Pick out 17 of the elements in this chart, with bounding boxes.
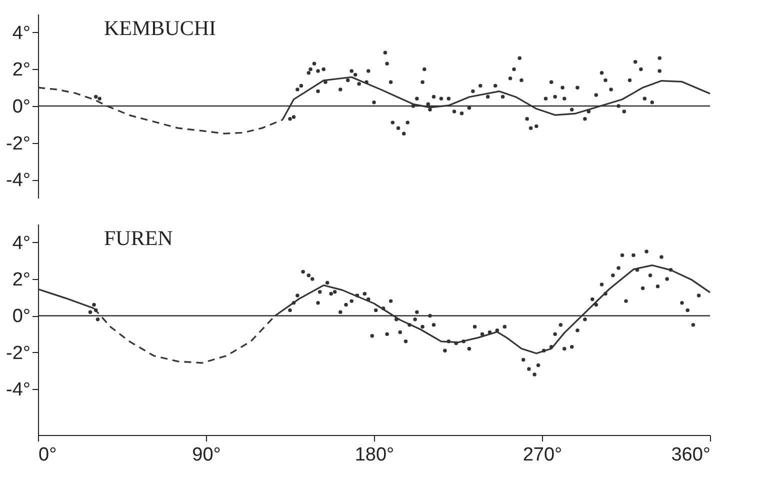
- x-tick-label: 270°: [522, 444, 562, 466]
- y-tick-label: -4°: [6, 170, 30, 192]
- y-tick-label: 0°: [12, 96, 30, 118]
- y-tick-label: 0°: [12, 306, 30, 328]
- x-tick-label: 180°: [354, 444, 394, 466]
- y-tick-label: 2°: [12, 270, 30, 291]
- chart-title: KEMBUCHI: [104, 16, 216, 40]
- x-tick-label: 90°: [192, 444, 221, 466]
- x-tick-label: 360°: [671, 444, 710, 466]
- y-tick-label: -2°: [6, 133, 30, 154]
- chart-title: FUREN: [104, 226, 173, 250]
- y-tick-label: -4°: [6, 380, 30, 401]
- y-tick-label: 4°: [12, 232, 30, 254]
- x-tick-label: 0°: [38, 444, 57, 466]
- y-tick-label: -2°: [6, 342, 30, 364]
- y-tick-label: 4°: [12, 22, 30, 44]
- y-tick-label: 2°: [12, 60, 30, 81]
